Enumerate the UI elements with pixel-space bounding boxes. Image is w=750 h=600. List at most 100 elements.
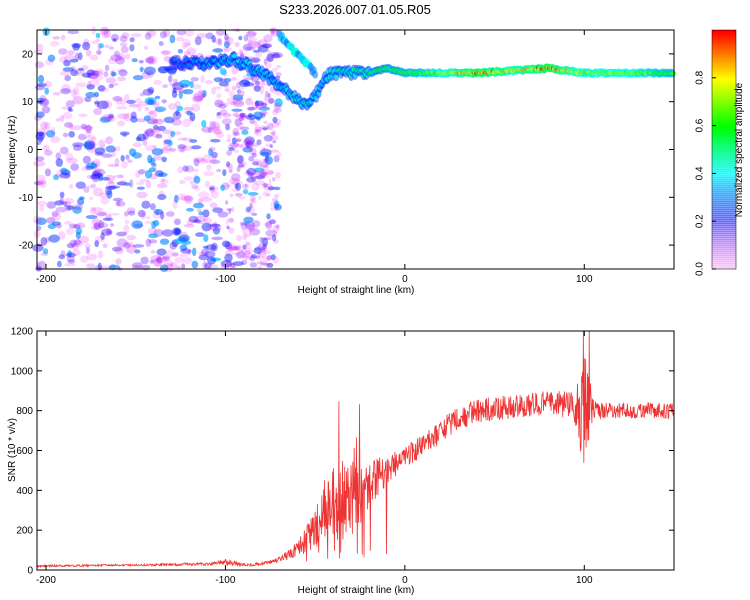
spectrogram-noise-cell	[263, 134, 273, 142]
spectrogram-noise-cell	[116, 68, 126, 73]
spectrogram-ridge-core	[308, 99, 314, 104]
spectrogram-noise-cell	[52, 91, 61, 96]
spectrogram-noise-cell	[262, 237, 269, 247]
spectrogram-noise-cell	[143, 129, 153, 134]
spectrogram-noise-cell	[183, 42, 192, 46]
snr-panel: -200 -100 0 100 0 200 400 600 800 1000 1200 Heigh…	[7, 327, 675, 596]
spectrogram-noise-cell	[274, 171, 281, 179]
spectrogram-noise-cell	[214, 99, 224, 108]
spectrogram-noise-cell	[180, 248, 192, 254]
spectrogram-noise-cell	[226, 225, 230, 230]
spectrogram-noise-cell	[134, 249, 141, 254]
spectrogram-noise-cell	[210, 138, 221, 143]
spectrogram-noise-cell	[244, 205, 255, 214]
spectrogram-noise-cell	[82, 125, 94, 131]
spectrogram-noise-cell	[268, 178, 272, 186]
colorbar-strip	[712, 197, 736, 200]
spectrogram-noise-cell	[124, 241, 134, 247]
spectrogram-noise-cell	[237, 155, 244, 164]
spectrogram-noise-cell	[246, 176, 257, 183]
spectrogram-noise-cell	[101, 100, 113, 109]
spectrogram-y-ticks: -20 -10 0 10 20	[19, 49, 674, 252]
spectrogram-noise-cell	[204, 250, 216, 258]
spectrogram-noise-cell	[112, 38, 117, 42]
spectrogram-noise-cell	[59, 191, 65, 199]
spectrogram-noise-cell	[142, 131, 150, 140]
spectrogram-noise-cell	[263, 184, 274, 192]
spectrogram-noise-cell	[258, 250, 267, 258]
colorbar-strip	[712, 35, 736, 39]
spectrogram-noise-cell	[271, 67, 278, 73]
colorbar-strip	[712, 127, 736, 131]
spectrogram-noise-cell	[267, 186, 275, 191]
spectrogram-noise-cell	[163, 28, 171, 38]
spectrogram-noise-cell	[161, 156, 167, 163]
spectrogram-noise-cell	[37, 74, 45, 84]
spectrogram-noise-cell	[91, 71, 104, 76]
spectrogram-noise-cell	[136, 186, 145, 190]
spectrogram-noise-cell	[172, 78, 178, 83]
spectrogram-noise-cell	[179, 253, 188, 258]
colorbar-strip	[712, 141, 736, 145]
colorbar-tick-label: 0.4	[695, 166, 706, 180]
spectrogram-noise-cell	[192, 202, 205, 209]
colorbar-gradient	[711, 29, 737, 270]
spectrogram-noise-cell	[228, 146, 235, 152]
colorbar-strip	[712, 89, 736, 93]
spectrogram-noise-cell	[265, 255, 273, 261]
spectrogram-noise-cell	[268, 97, 275, 104]
spectrogram-noise-cell	[42, 248, 49, 255]
spectrogram-noise-cell	[150, 250, 156, 254]
spectrogram-noise-cell	[248, 228, 261, 236]
spectrogram-noise-cell	[97, 212, 107, 216]
spectrogram-noise-cell	[275, 72, 282, 77]
spectrogram-noise-cell	[152, 118, 164, 124]
spectrogram-noise-cell	[35, 156, 45, 162]
spectrogram-noise-cell	[239, 112, 246, 118]
spectrogram-noise-cell	[191, 145, 202, 150]
colorbar-tick-label: 0.0	[695, 262, 706, 276]
spectrogram-noise-cell	[243, 138, 255, 148]
spectrogram-noise-cell	[271, 234, 277, 242]
spectrogram-noise-cell	[216, 93, 222, 99]
spectrogram-noise-cell	[205, 244, 217, 251]
snr-x-ticks: -200 -100 0 100	[36, 331, 593, 586]
snr-y-tick-label: 1000	[11, 366, 34, 377]
spectrogram-noise-cell	[111, 71, 117, 77]
spectrogram-noise-cell	[234, 132, 241, 136]
snr-x-tick-label: -100	[215, 575, 235, 586]
spectrogram-noise-cell	[35, 131, 45, 141]
spectrogram-noise-cell	[260, 43, 272, 49]
spectrogram-noise-cell	[245, 142, 251, 149]
colorbar-strip	[712, 251, 736, 254]
spectrogram-noise-cell	[124, 182, 131, 186]
spectrogram-noise-cell	[259, 102, 264, 108]
spectrogram-noise-cell	[204, 262, 212, 269]
spectrogram-noise-cell	[169, 82, 180, 87]
colorbar-strip	[712, 149, 736, 153]
spectrogram-noise-cell	[238, 35, 243, 41]
spectrogram-noise-cell	[226, 262, 238, 270]
spectrogram-noise-cell	[226, 37, 231, 44]
spectrogram-noise-cell	[90, 183, 97, 189]
spectrogram-noise-cell	[182, 118, 191, 128]
spectrogram-noise-cell	[204, 217, 212, 224]
spectrogram-noise-cell	[83, 140, 96, 150]
spectrogram-noise-cell	[86, 80, 92, 89]
spectrogram-noise-cell	[78, 235, 90, 244]
spectrogram-noise-cell	[245, 98, 253, 106]
spectrogram-noise-cell	[231, 173, 241, 182]
spectrogram-noise-cell	[94, 151, 104, 156]
spectrogram-noise-cell	[87, 72, 99, 80]
colorbar-strip	[712, 135, 736, 139]
spectrogram-x-tick-label: -200	[36, 274, 56, 285]
spectrogram-ylabel: Frequency (Hz)	[7, 116, 18, 185]
spectrogram-noise-cell	[97, 222, 109, 229]
spectrogram-noise-cell	[152, 258, 163, 267]
colorbar-strip	[712, 233, 736, 236]
spectrogram-noise-cell	[195, 232, 205, 237]
spectrogram-noise-cell	[236, 251, 246, 259]
colorbar-strip	[712, 261, 736, 264]
spectrogram-noise-cell	[37, 180, 44, 188]
spectrogram-noise-cell	[58, 48, 68, 55]
